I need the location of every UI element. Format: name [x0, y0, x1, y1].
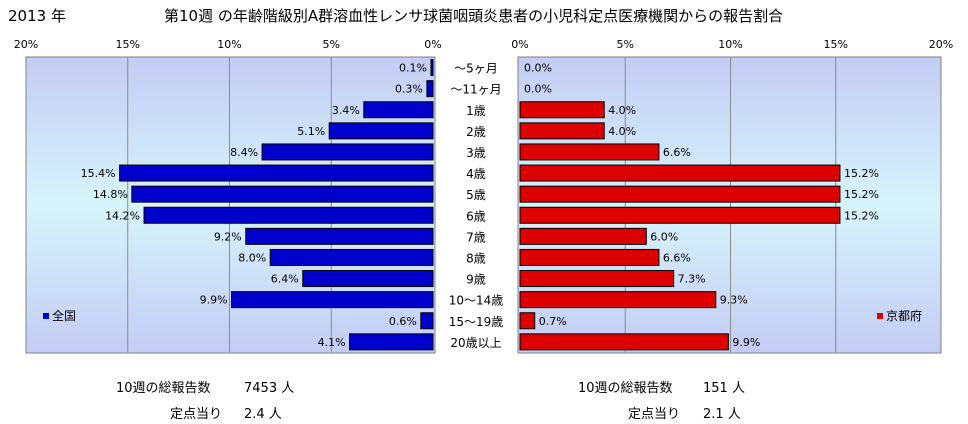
left-bar [245, 227, 434, 245]
right-x-tick-label: 20% [929, 38, 953, 51]
left-bar [143, 206, 434, 224]
right-x-tick-label: 10% [718, 38, 742, 51]
legend-swatch-right [877, 313, 883, 319]
left-bar [349, 333, 434, 351]
right-bar [519, 164, 841, 182]
legend-swatch-left [43, 313, 49, 319]
category-label: 9歳 [466, 273, 486, 287]
right-bar [519, 227, 647, 245]
left-x-tick-label: 15% [116, 38, 140, 51]
left-bar-label: 5.1% [297, 125, 325, 138]
right-bar [519, 248, 660, 266]
right-bar-label: 6.6% [663, 251, 691, 264]
right-bar-label: 7.3% [678, 273, 706, 286]
right-total-label: 10週の総報告数 [578, 381, 673, 396]
category-label: 5歳 [466, 188, 486, 202]
legend-label-left: 全国 [52, 308, 76, 323]
left-bar-label: 0.1% [399, 62, 427, 75]
right-bar [519, 333, 729, 351]
category-label: 1歳 [466, 104, 486, 118]
left-bar-label: 6.4% [271, 273, 299, 286]
right-bar-label: 15.2% [844, 188, 879, 201]
left-bar [426, 80, 434, 98]
category-label: ～5ヶ月 [454, 62, 498, 76]
left-bar-label: 4.1% [318, 336, 346, 349]
left-bar [131, 185, 434, 203]
left-per-label: 定点当り [170, 407, 223, 422]
category-label: 15～19歳 [449, 315, 504, 329]
chart-title: 第10週 の年齢階級別A群溶血性レンサ球菌咽頭炎患者の小児科定点医療機関からの報… [164, 7, 784, 25]
left-bar-label: 0.3% [395, 83, 423, 96]
right-bar [519, 143, 660, 161]
left-bar-label: 9.9% [200, 294, 228, 307]
left-bar [119, 164, 434, 182]
left-bar [430, 59, 434, 77]
category-label: 6歳 [466, 209, 486, 223]
left-bar [363, 101, 434, 119]
category-label: 10～14歳 [449, 294, 504, 308]
right-bar [519, 122, 605, 140]
right-bar [519, 270, 675, 288]
right-x-tick-label: 0% [511, 38, 528, 51]
left-x-tick-label: 0% [424, 38, 441, 51]
right-bar-label: 6.0% [650, 230, 678, 243]
right-bar-label: 4.0% [608, 125, 636, 138]
left-bar [302, 270, 434, 288]
right-per-label: 定点当り [628, 407, 681, 422]
category-label: 2歳 [466, 125, 486, 139]
left-bar-label: 14.2% [105, 209, 140, 222]
right-bar [519, 291, 717, 309]
left-per-value: 2.4 人 [244, 407, 282, 422]
right-x-tick-label: 5% [617, 38, 634, 51]
left-bar [420, 312, 434, 330]
left-bar-label: 0.6% [389, 315, 417, 328]
left-bar-label: 9.2% [214, 230, 242, 243]
left-bar [328, 122, 434, 140]
right-bar-label: 15.2% [844, 209, 879, 222]
left-bar-label: 8.4% [230, 146, 258, 159]
category-label: 4歳 [466, 167, 486, 181]
category-label: 8歳 [466, 251, 486, 265]
category-label: 7歳 [466, 230, 486, 244]
left-total-value: 7453 人 [244, 381, 295, 396]
right-x-tick-label: 15% [824, 38, 848, 51]
right-per-value: 2.1 人 [703, 407, 741, 422]
left-bar [269, 248, 434, 266]
left-bar-label: 8.0% [238, 251, 266, 264]
legend-label-right: 京都府 [886, 308, 922, 323]
category-label: 3歳 [466, 146, 486, 160]
chart-year: 2013 年 [8, 7, 66, 25]
left-bar-label: 14.8% [93, 188, 128, 201]
left-x-tick-label: 5% [323, 38, 340, 51]
left-x-tick-label: 20% [14, 38, 38, 51]
right-bar [519, 312, 536, 330]
left-bar [231, 291, 434, 309]
right-bar [519, 185, 841, 203]
right-bar-label: 9.9% [732, 336, 760, 349]
left-bar-label: 15.4% [81, 167, 116, 180]
right-bar [519, 101, 605, 119]
left-bar [261, 143, 434, 161]
right-bar-label: 6.6% [663, 146, 691, 159]
right-bar-label: 0.0% [524, 62, 552, 75]
left-bar-label: 3.4% [332, 104, 360, 117]
right-bar [519, 206, 841, 224]
right-bar-label: 15.2% [844, 167, 879, 180]
category-label: ～11ヶ月 [450, 83, 501, 97]
left-x-tick-label: 10% [217, 38, 241, 51]
right-bar-label: 4.0% [608, 104, 636, 117]
category-label: 20歳以上 [450, 336, 501, 350]
right-bar-label: 0.0% [524, 83, 552, 96]
right-bar-label: 9.3% [720, 294, 748, 307]
left-total-label: 10週の総報告数 [116, 381, 211, 396]
right-bar-label: 0.7% [539, 315, 567, 328]
right-total-value: 151 人 [703, 381, 745, 396]
